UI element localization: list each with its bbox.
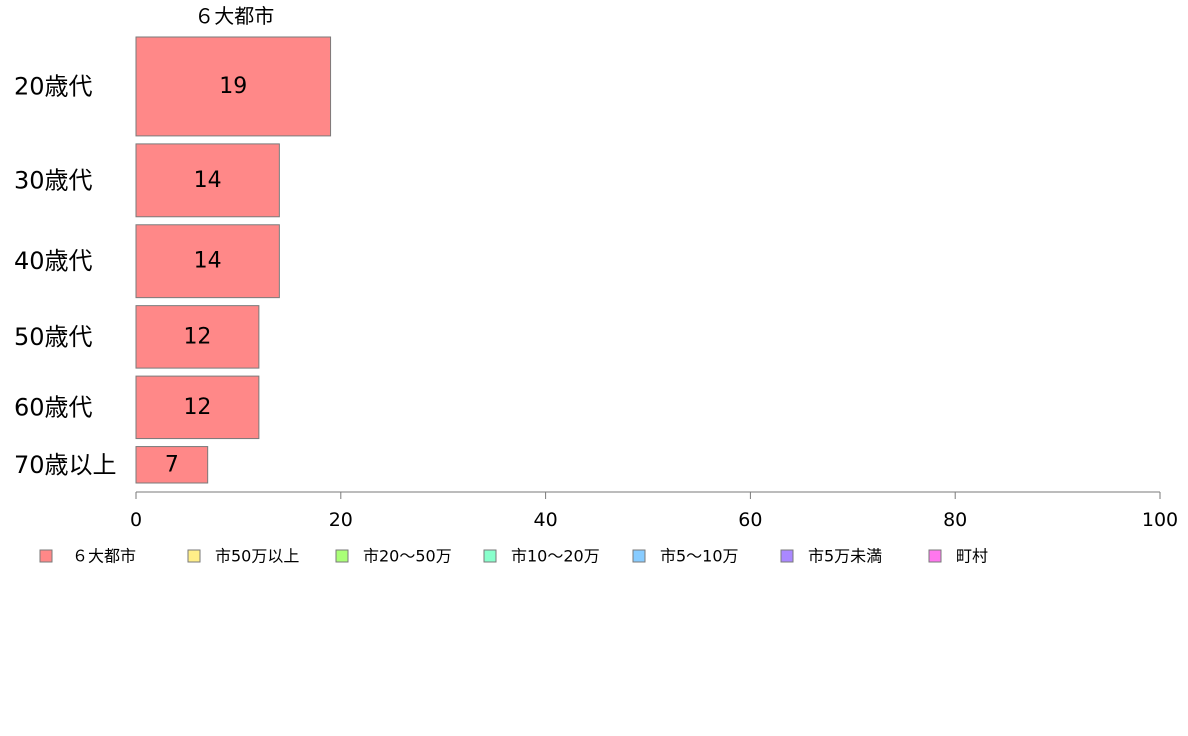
legend-item-3: 市10～20万: [483, 547, 600, 566]
bar-5: [135, 446, 209, 484]
legend-item-6: 町村: [928, 547, 988, 566]
legend: ６大都市 市50万以上 市20～50万 市10～20万 市5～10万 市5万未満 町村: [39, 547, 988, 566]
legend-label-0: ６大都市: [72, 547, 136, 566]
legend-swatch-2: [335, 549, 349, 563]
series-header-label: ６大都市: [194, 4, 274, 28]
legend-swatch-3: [483, 549, 497, 563]
legend-item-1: 市50万以上: [187, 547, 299, 566]
bar-3: [135, 305, 260, 369]
bar-value-label-2: 14: [194, 249, 222, 274]
bar-1: [135, 143, 280, 218]
x-tick-label-4: 80: [943, 509, 967, 531]
legend-item-5: 市5万未満: [780, 547, 882, 566]
bar-4: [135, 375, 260, 440]
legend-item-4: 市5～10万: [632, 547, 739, 566]
category-label-0: 20歳代: [14, 72, 93, 100]
legend-label-2: 市20～50万: [363, 547, 452, 566]
x-tick-label-0: 0: [130, 509, 142, 531]
series-header-group: ６大都市: [194, 4, 274, 28]
x-axis: 0 20 40 60 80 100: [130, 491, 1178, 531]
legend-swatch-5: [780, 549, 794, 563]
x-tick-label-3: 60: [738, 509, 762, 531]
category-label-1: 30歳代: [14, 166, 93, 194]
bars-layer: 19 14 14 12 12 7: [135, 36, 332, 484]
category-label-4: 60歳代: [14, 393, 93, 421]
legend-swatch-1: [187, 549, 201, 563]
bar-0: [135, 36, 332, 137]
bar-value-label-0: 19: [219, 74, 247, 99]
x-tick-label-5: 100: [1142, 509, 1178, 531]
legend-label-6: 町村: [956, 547, 988, 566]
x-tick-label-1: 20: [329, 509, 353, 531]
legend-item-0: ６大都市: [39, 547, 136, 566]
legend-swatch-0: [39, 549, 53, 563]
legend-label-1: 市50万以上: [215, 547, 299, 566]
bar-value-label-5: 7: [165, 452, 179, 477]
category-label-5: 70歳以上: [14, 451, 117, 479]
category-labels: 20歳代 30歳代 40歳代 50歳代 60歳代 70歳以上: [14, 72, 117, 478]
legend-label-3: 市10～20万: [511, 547, 600, 566]
legend-label-5: 市5万未満: [808, 547, 882, 566]
x-tick-label-2: 40: [534, 509, 558, 531]
legend-item-2: 市20～50万: [335, 547, 452, 566]
bar-value-label-4: 12: [183, 395, 211, 420]
legend-swatch-4: [632, 549, 646, 563]
category-label-3: 50歳代: [14, 323, 93, 351]
bar-value-label-1: 14: [194, 168, 222, 193]
bar-value-label-3: 12: [183, 324, 211, 349]
bar-2: [135, 224, 280, 299]
legend-swatch-6: [928, 549, 942, 563]
category-label-2: 40歳代: [14, 247, 93, 275]
legend-label-4: 市5～10万: [660, 547, 739, 566]
